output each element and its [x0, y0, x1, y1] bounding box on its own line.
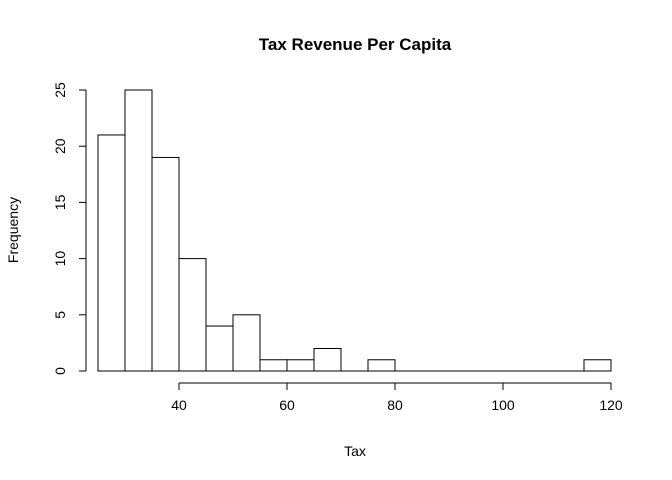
histogram-bar — [367, 359, 396, 372]
histogram-bar — [97, 134, 126, 372]
x-tick-label: 40 — [171, 397, 187, 413]
histogram-bar — [151, 156, 180, 372]
x-tick-label: 60 — [279, 397, 295, 413]
y-tick-label: 10 — [52, 251, 68, 267]
x-axis-label: Tax — [344, 443, 366, 459]
y-tick-label: 20 — [52, 138, 68, 154]
histogram-bar — [583, 359, 612, 372]
histogram-bar — [286, 359, 315, 372]
y-axis-label: Frequency — [5, 197, 21, 263]
y-tick-label: 5 — [52, 311, 68, 319]
histogram-bar — [232, 314, 261, 372]
histogram-bar — [178, 258, 207, 372]
y-tick-label: 0 — [52, 367, 68, 375]
x-tick-label: 80 — [387, 397, 403, 413]
chart-title: Tax Revenue Per Capita — [259, 35, 452, 54]
y-axis: 0 5 10 15 20 25 — [52, 82, 87, 375]
histogram-bar — [124, 89, 153, 372]
x-tick-label: 120 — [599, 397, 623, 413]
y-tick-label: 25 — [52, 82, 68, 98]
histogram-bar — [313, 348, 342, 372]
y-tick-label: 15 — [52, 194, 68, 210]
bars-group — [97, 89, 612, 372]
x-tick-label: 100 — [491, 397, 515, 413]
x-axis: 40 60 80 100 120 — [171, 382, 623, 413]
histogram-bar — [205, 325, 234, 372]
histogram-bar — [259, 359, 288, 372]
